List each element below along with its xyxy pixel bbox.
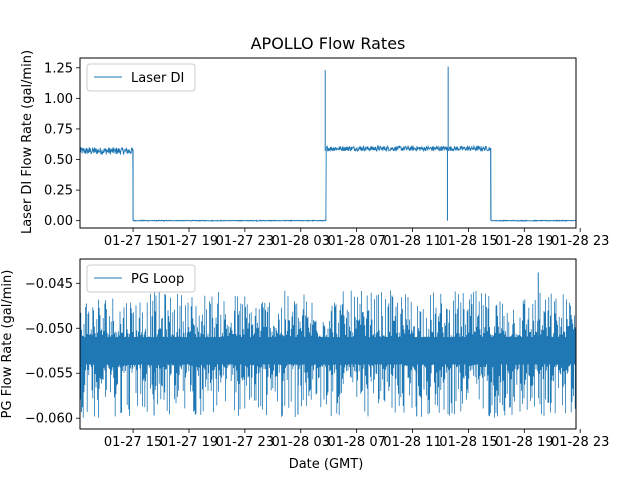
pg-loop-legend-label: PG Loop: [131, 272, 184, 287]
laser-di-plot-frame: [79, 57, 577, 229]
x-tick-label: 01-27 15: [104, 435, 162, 450]
pg-loop-axes: PG Flow Rate (gal/min) Date (GMT) 01-27 …: [0, 258, 610, 472]
x-tick-label: 01-28 19: [495, 234, 553, 249]
pg-loop-series-layer: [79, 272, 577, 418]
x-tick-label: 01-27 19: [160, 435, 218, 450]
y-tick-label: 0.75: [44, 122, 73, 137]
y-tick-label: 0.50: [44, 153, 73, 168]
y-tick-label: 0.00: [44, 214, 73, 229]
x-tick-label: 01-28 15: [439, 435, 497, 450]
y-tick-label: −0.060: [25, 412, 73, 427]
x-tick-label: 01-28 03: [272, 435, 330, 450]
pg-loop-plot-frame: [79, 258, 577, 430]
laser-di-series-layer: [79, 66, 576, 223]
y-tick-label: 1.00: [44, 92, 73, 107]
pg-loop-legend: PG Loop: [86, 264, 196, 293]
x-tick-label: 01-28 23: [551, 435, 609, 450]
y-tick-label: −0.045: [25, 277, 73, 292]
chart-title: APOLLO Flow Rates: [251, 34, 406, 53]
pg-loop-legend-box: [86, 264, 196, 293]
x-tick-label: 01-27 15: [104, 234, 162, 249]
x-tick-label: 01-28 11: [383, 234, 441, 249]
y-tick-label: 1.25: [44, 61, 73, 76]
x-tick-label: 01-28 15: [439, 234, 497, 249]
x-axis-label: Date (GMT): [289, 457, 364, 472]
x-tick-label: 01-27 19: [160, 234, 218, 249]
pg-y-axis-label: PG Flow Rate (gal/min): [0, 270, 15, 419]
x-tick-label: 01-27 23: [216, 435, 274, 450]
laser-di-legend-label: Laser DI: [131, 71, 184, 86]
y-tick-label: 0.25: [44, 184, 73, 199]
laser-di-axes: APOLLO Flow Rates Laser DI Flow Rate (ga…: [20, 34, 609, 249]
laser-di-line: [79, 144, 576, 223]
laser-di-legend: Laser DI: [86, 63, 196, 92]
x-tick-label: 01-28 23: [551, 234, 609, 249]
x-tick-label: 01-28 19: [495, 435, 553, 450]
x-tick-label: 01-28 03: [272, 234, 330, 249]
x-tick-label: 01-28 11: [383, 435, 441, 450]
laser-di-legend-box: [86, 63, 196, 92]
laser-di-y-axis-label: Laser DI Flow Rate (gal/min): [20, 50, 35, 234]
y-tick-label: −0.055: [25, 367, 73, 382]
x-tick-label: 01-28 07: [327, 435, 385, 450]
x-tick-label: 01-27 23: [216, 234, 274, 249]
y-tick-label: −0.050: [25, 322, 73, 337]
x-tick-label: 01-28 07: [327, 234, 385, 249]
